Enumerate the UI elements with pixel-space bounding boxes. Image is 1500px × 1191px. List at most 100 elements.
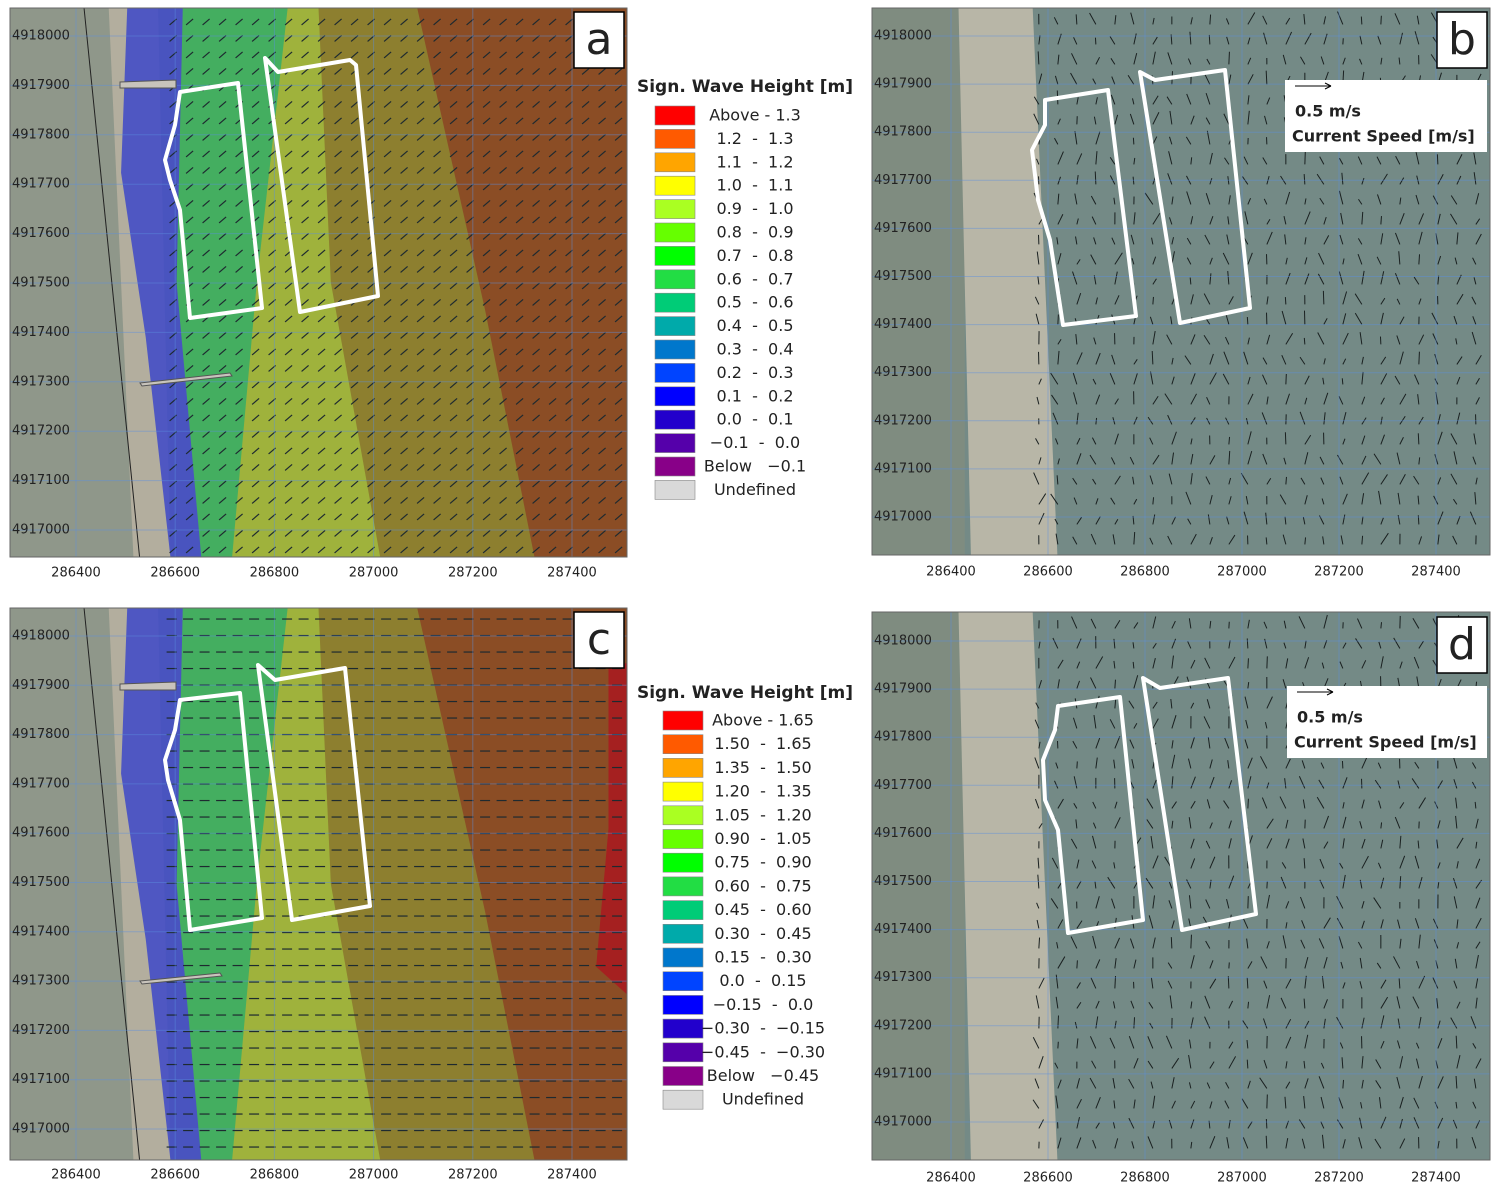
current-arrow [1133,531,1136,545]
y-tick-label: 4917200 [12,1023,70,1038]
current-arrow [1262,1018,1268,1029]
panel-frame [871,7,1491,556]
wave-arrow [499,480,507,488]
wave-arrow [416,134,425,141]
current-arrow [1114,15,1117,25]
current-arrow [1226,234,1230,245]
current-arrow [1376,962,1382,969]
wave-arrow [565,431,573,438]
wave-arrow [548,497,557,504]
current-arrow [1320,762,1325,769]
current-arrow [1187,58,1192,65]
current-arrow [1437,275,1440,285]
wave-arrow [268,513,276,521]
wave-arrow [416,200,425,207]
current-arrow [1095,757,1098,769]
wave-arrow [251,51,260,59]
structure [139,972,223,985]
current-arrow [1056,237,1059,245]
current-arrow [1359,1117,1363,1129]
current-arrow [1188,1039,1192,1049]
current-arrow [1380,1040,1385,1049]
current-arrow [1414,374,1420,385]
current-arrow [1055,974,1059,989]
current-arrow [1168,473,1173,485]
current-arrow [1186,175,1192,185]
wave-arrow [268,200,276,207]
current-arrow [1377,862,1382,869]
wave-arrow [515,315,524,323]
current-arrow [1168,151,1173,165]
wave-arrow [433,398,441,405]
current-arrow [1076,1078,1081,1089]
wave-arrow [284,315,293,323]
panel-frame [9,607,628,1161]
current-arrow [1380,173,1388,185]
scale-arrow-head [1324,82,1332,90]
current-arrow [1129,938,1135,949]
current-arrow [1262,357,1268,365]
current-arrow [1057,882,1062,889]
current-arrow [1246,316,1249,325]
current-arrow [1209,537,1213,545]
y-tick-label: 4917000 [12,523,70,538]
current-arrow [1247,1080,1251,1089]
current-arrow [1169,110,1173,125]
wave-arrow [466,530,474,537]
wave-arrow [350,381,359,389]
wave-arrow [598,200,606,207]
wave-arrow [565,101,573,108]
current-arrow [1127,75,1135,85]
wave-arrow [268,299,276,306]
current-arrow [1285,758,1291,769]
current-arrow [1456,154,1463,165]
current-arrow [1380,979,1387,989]
current-arrow [1144,192,1154,205]
x-tick-label: 286400 [51,1168,101,1183]
wave-arrow [400,282,408,290]
wave-arrow [400,530,408,537]
study-area-outline [1030,88,1138,327]
current-arrow [1416,175,1420,185]
wave-arrow [416,233,425,240]
x-tick-label: 287200 [448,1168,498,1183]
current-arrow [1190,453,1194,465]
wave-arrow [565,348,573,356]
wave-arrow [416,68,425,75]
wave-arrow [532,332,540,339]
wave-arrow [400,365,408,372]
current-arrow [1128,1035,1135,1049]
current-arrow [1205,117,1211,125]
wave-arrow [548,101,557,108]
wave-arrow [185,183,194,191]
wave-arrow [169,530,177,537]
current-arrow [1165,1035,1173,1049]
y-tick-label: 4917800 [874,730,932,745]
current-arrow [1399,415,1406,425]
current-arrow [1320,1096,1325,1109]
wave-arrow [466,18,474,26]
current-arrow [1038,977,1045,989]
wave-arrow [367,431,375,438]
wave-arrow [317,35,326,42]
wave-arrow [515,365,524,372]
wave-arrow [565,266,573,273]
wave-arrow [169,150,177,158]
current-arrow [1303,14,1306,25]
current-arrow [1132,176,1135,185]
current-arrow [1188,895,1192,909]
wave-arrow [449,282,458,290]
current-arrow [1190,1017,1194,1029]
current-arrow [1380,996,1389,1009]
wave-arrow [185,431,194,438]
current-arrow [1072,717,1078,729]
wave-arrow [383,348,392,356]
current-arrow [1209,353,1214,365]
current-arrow [1190,533,1197,545]
current-arrow [1092,822,1097,829]
wave-arrow [614,546,623,554]
current-arrow [1320,56,1325,65]
wave-arrow [400,101,408,108]
legend-swatch [662,1042,704,1063]
current-arrow [1209,759,1213,769]
